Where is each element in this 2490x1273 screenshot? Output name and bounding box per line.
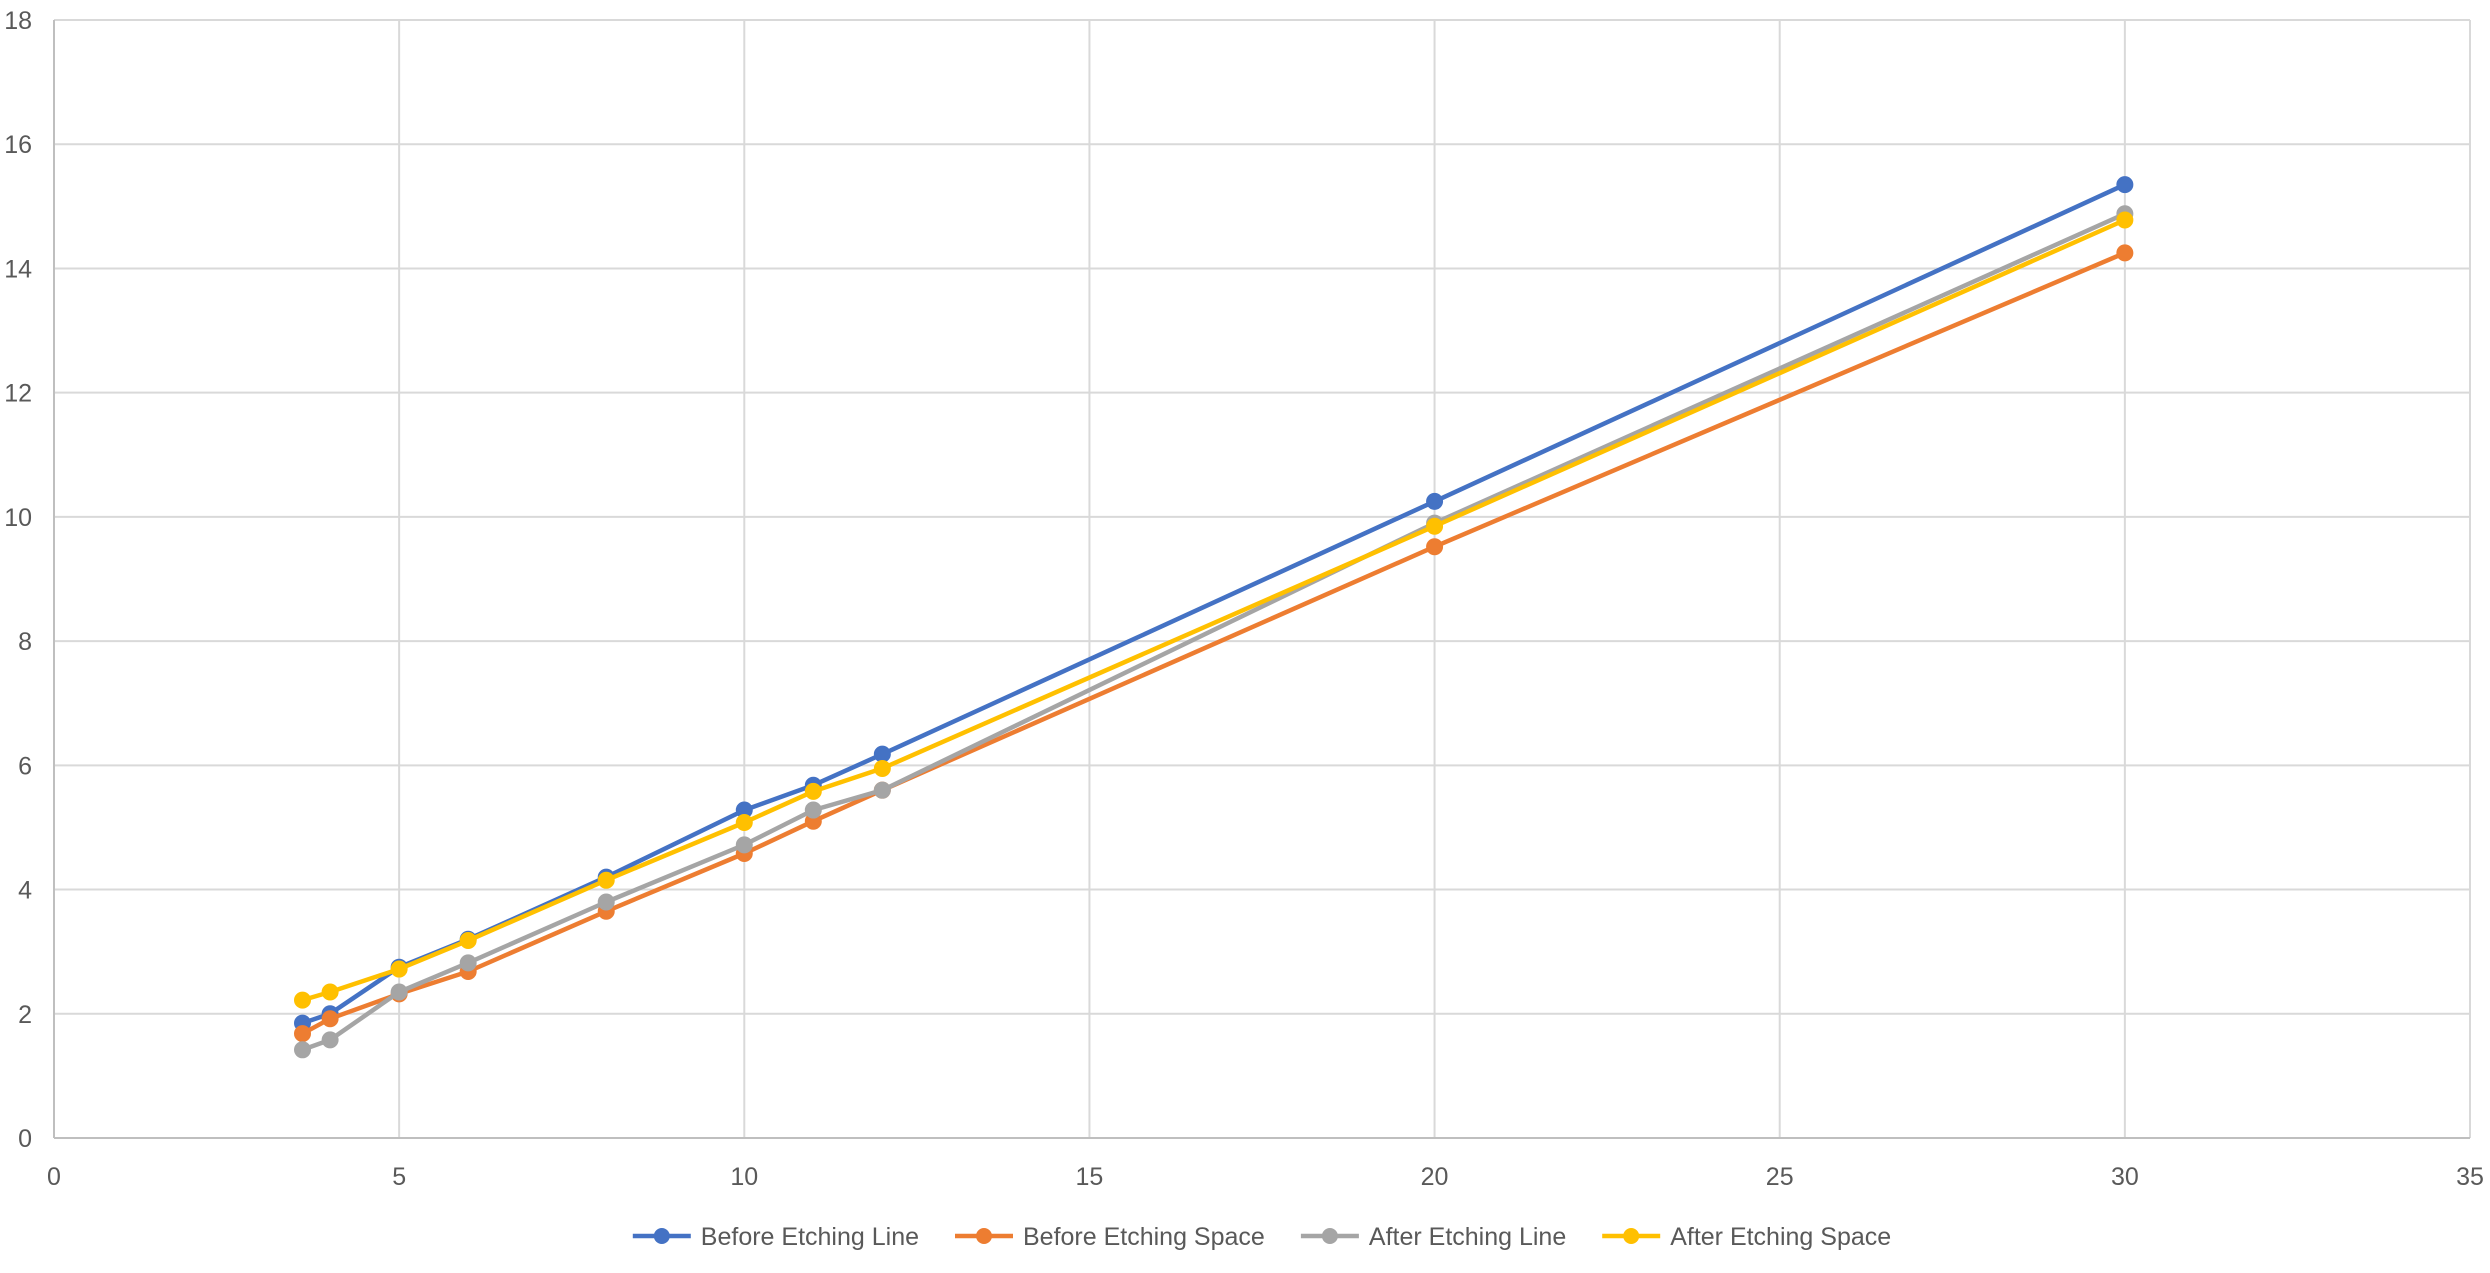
data-point bbox=[294, 991, 312, 1009]
data-point bbox=[804, 782, 822, 800]
data-point bbox=[873, 781, 891, 799]
legend-label: Before Etching Line bbox=[701, 1223, 919, 1251]
data-point bbox=[1426, 492, 1444, 510]
data-point bbox=[804, 801, 822, 819]
data-point bbox=[597, 871, 615, 889]
series-line bbox=[301, 250, 2126, 1036]
series-line bbox=[301, 217, 2126, 1003]
x-tick-label: 5 bbox=[392, 1163, 406, 1191]
data-point bbox=[2116, 244, 2134, 262]
data-point bbox=[321, 1010, 339, 1028]
y-tick-label: 12 bbox=[4, 380, 32, 408]
series-after-etching-space bbox=[294, 211, 2134, 1009]
x-tick-label: 30 bbox=[2111, 1163, 2139, 1191]
data-point bbox=[735, 813, 753, 831]
x-tick-label: 20 bbox=[1421, 1163, 1449, 1191]
data-point bbox=[321, 983, 339, 1001]
data-point bbox=[1426, 538, 1444, 556]
y-tick-label: 0 bbox=[18, 1125, 32, 1153]
legend-label: After Etching Space bbox=[1670, 1223, 1891, 1251]
y-tick-label: 10 bbox=[4, 504, 32, 532]
data-point bbox=[735, 836, 753, 854]
axes: 0 2 4 6 8 10 12 14 16 18 0 5 10 15 20 25 30 35 bbox=[4, 7, 2484, 1191]
data-point bbox=[459, 931, 477, 949]
series-line bbox=[301, 182, 2126, 1026]
legend-marker bbox=[653, 1228, 670, 1244]
data-point bbox=[873, 759, 891, 777]
legend-item: After Etching Line bbox=[1300, 1223, 1566, 1251]
legend-item: Before Etching Line bbox=[632, 1223, 919, 1251]
y-tick-label: 4 bbox=[18, 877, 32, 905]
legend-item: After Etching Space bbox=[1602, 1223, 1891, 1251]
legend: Before Etching Line Before Etching Space A… bbox=[632, 1223, 1891, 1251]
y-tick-label: 14 bbox=[4, 255, 32, 283]
data-point bbox=[1426, 517, 1444, 535]
legend-marker bbox=[1321, 1228, 1338, 1244]
y-tick-label: 18 bbox=[4, 7, 32, 35]
series-after-etching-line bbox=[294, 205, 2134, 1059]
x-tick-label: 10 bbox=[730, 1163, 758, 1191]
y-tick-label: 16 bbox=[4, 131, 32, 159]
data-point bbox=[294, 1025, 312, 1043]
data-point bbox=[459, 954, 477, 972]
y-tick-label: 6 bbox=[18, 752, 32, 780]
data-point bbox=[597, 893, 615, 911]
data-point bbox=[2116, 211, 2134, 229]
data-point bbox=[873, 745, 891, 763]
x-tick-label: 25 bbox=[1766, 1163, 1794, 1191]
series-layer bbox=[294, 176, 2134, 1059]
legend-marker bbox=[1623, 1228, 1640, 1244]
x-tick-label: 0 bbox=[47, 1163, 61, 1191]
data-point bbox=[294, 1041, 312, 1059]
data-point bbox=[321, 1031, 339, 1049]
x-tick-label: 15 bbox=[1076, 1163, 1104, 1191]
series-line bbox=[301, 211, 2126, 1052]
legend-item: Before Etching Space bbox=[955, 1223, 1265, 1251]
x-tick-label: 35 bbox=[2456, 1163, 2484, 1191]
y-tick-label: 2 bbox=[18, 1001, 32, 1029]
data-point bbox=[390, 960, 408, 978]
legend-label: After Etching Line bbox=[1369, 1223, 1566, 1251]
data-point bbox=[390, 983, 408, 1001]
legend-label: Before Etching Space bbox=[1023, 1223, 1265, 1251]
y-tick-label: 8 bbox=[18, 628, 32, 656]
legend-marker bbox=[976, 1228, 992, 1244]
data-point bbox=[2116, 176, 2134, 194]
